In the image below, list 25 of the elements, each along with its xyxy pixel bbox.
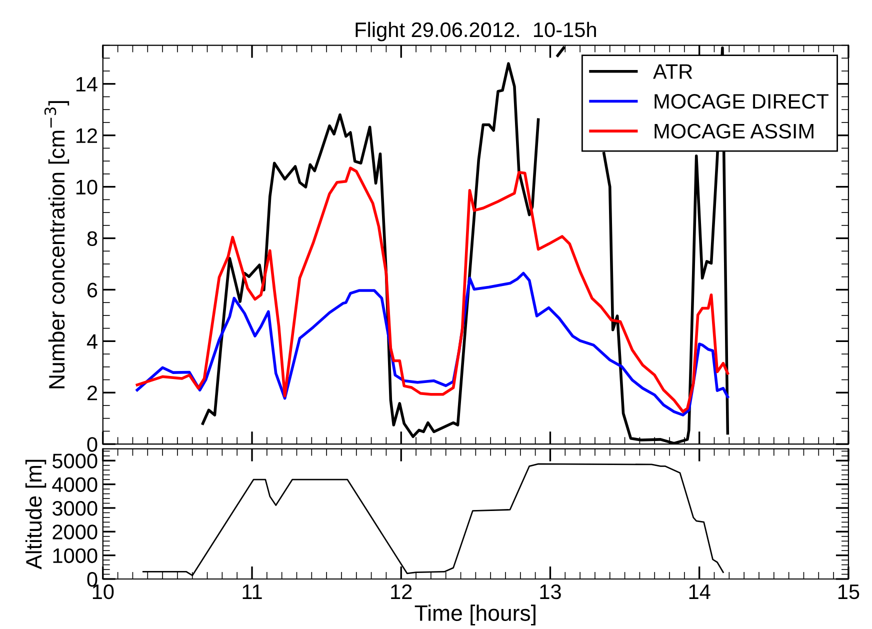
- y-tick-label: 10: [76, 180, 98, 195]
- legend-label: MOCAGE DIRECT: [654, 94, 828, 109]
- y-tick-label: 4000: [52, 477, 98, 492]
- y-tick-label: 3000: [52, 500, 98, 516]
- chart-title: Flight 29.06.2012. 10-15h: [356, 22, 596, 42]
- y-axis-title: Altitude [m]: [25, 460, 46, 570]
- y-tick-label: 2000: [52, 524, 98, 540]
- x-tick-label: 11: [242, 584, 262, 599]
- y-tick-label: 8: [87, 231, 98, 246]
- y-tick-label: 6: [88, 282, 98, 298]
- y-tick-label: 14: [76, 77, 98, 92]
- y-tick-label: 5000: [52, 454, 98, 468]
- x-tick-label: 13: [540, 584, 561, 600]
- legend-label: MOCAGE ASSIM: [654, 124, 814, 139]
- y-tick-label: 2: [88, 386, 97, 400]
- y-tick-label: 1000: [53, 548, 98, 564]
- legend-label: ATR: [653, 64, 692, 79]
- y-axis-title: Number concentration [cm$^{−3}$]: [44, 101, 70, 388]
- y-tick-label: 4: [86, 334, 98, 349]
- x-axis-title: Time [hours]: [414, 604, 536, 626]
- y-tick-label: 0: [87, 437, 98, 452]
- x-tick-label: 15: [838, 584, 860, 600]
- x-tick-label: 14: [689, 584, 710, 599]
- y-tick-label: 12: [76, 128, 97, 143]
- x-tick-label: 12: [391, 584, 412, 599]
